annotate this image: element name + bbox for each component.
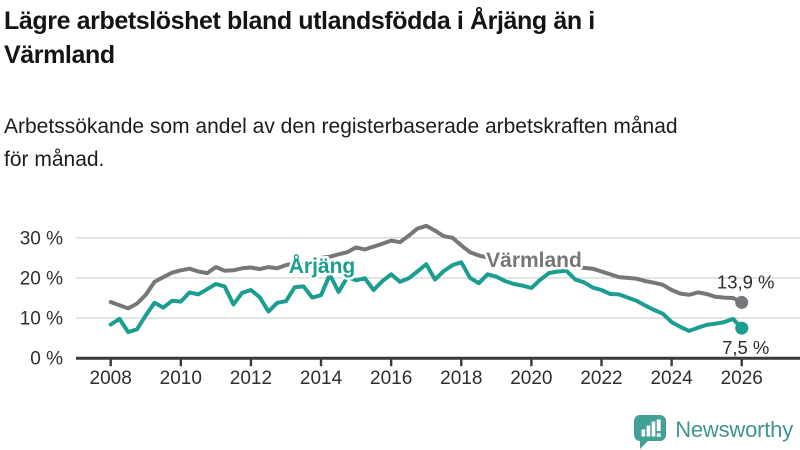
- series-end-dot: [735, 295, 749, 309]
- x-tick-label: 2012: [230, 368, 272, 389]
- page-title: Lägre arbetslöshet bland utlandsfödda i …: [4, 4, 796, 72]
- x-tick-label: 2014: [300, 368, 343, 389]
- series-line-varmland: [108, 223, 744, 311]
- title-line-2: Värmland: [4, 41, 115, 69]
- chart-header: Lägre arbetslöshet bland utlandsfödda i …: [4, 4, 796, 171]
- x-tick-label: 2018: [440, 368, 482, 389]
- series-label: Värmland: [486, 249, 582, 272]
- newsworthy-logo: Newsworthy: [634, 409, 793, 450]
- x-tick-label: 2008: [90, 368, 132, 389]
- x-tick-label: 2016: [370, 368, 412, 389]
- newsworthy-wordmark: Newsworthy: [675, 416, 793, 442]
- x-tick-label: 2022: [580, 368, 622, 389]
- y-tick-label: 10 %: [20, 309, 63, 330]
- title-line-1: Lägre arbetslöshet bland utlandsfödda i …: [4, 7, 595, 35]
- x-tick-label: 2010: [160, 368, 202, 389]
- x-tick-label: 2024: [650, 368, 693, 389]
- y-tick-label: 20 %: [20, 268, 63, 289]
- chart-subtitle: Arbetssökande som andel av den registerb…: [4, 110, 678, 176]
- newsworthy-icon: [634, 415, 667, 449]
- y-tick-label: 0 %: [30, 349, 63, 370]
- series-end-value: 7,5 %: [722, 337, 769, 358]
- series-end-value: 13,9 %: [717, 271, 775, 292]
- series-label: Årjäng: [289, 254, 356, 278]
- y-tick-label: 30 %: [20, 228, 63, 249]
- series-line-arjang: [108, 260, 744, 335]
- subtitle-line-1: Arbetssökande som andel av den registerb…: [4, 115, 678, 138]
- x-tick-label: 2020: [510, 368, 552, 389]
- x-tick-label: 2026: [721, 368, 763, 389]
- series-end-dot: [735, 321, 749, 335]
- subtitle-line-2: för månad.: [4, 148, 105, 171]
